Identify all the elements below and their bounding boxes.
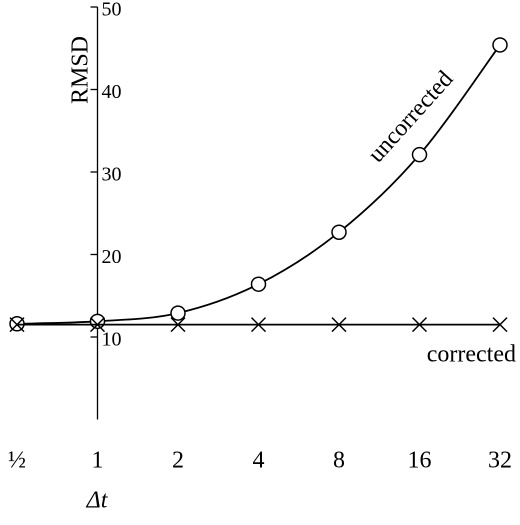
- x-tick-label: 8: [333, 448, 345, 474]
- x-tick-label: 32: [488, 448, 512, 474]
- point-marker: [411, 317, 428, 333]
- point-marker: [250, 317, 267, 333]
- point-marker: [170, 317, 186, 333]
- y-axis-title: RMSD: [68, 36, 94, 104]
- series-label: corrected: [427, 342, 516, 368]
- point-marker: [170, 305, 186, 321]
- y-tick-label: 20: [102, 246, 122, 268]
- x-tick-label: 2: [172, 448, 184, 474]
- point-marker: [89, 317, 106, 333]
- point-marker: [9, 317, 25, 333]
- x-tick-label: 16: [408, 448, 432, 474]
- point-marker: [89, 313, 106, 330]
- x-tick-label: ½: [8, 448, 26, 474]
- point-marker: [250, 276, 267, 292]
- point-marker: [331, 224, 347, 240]
- series-label: uncorrected: [363, 66, 458, 168]
- point-marker: [331, 317, 347, 333]
- x-tick-label: 4: [253, 448, 265, 474]
- x-tick-label: 1: [92, 448, 104, 474]
- y-tick-label: 10: [102, 329, 122, 351]
- point-marker: [411, 146, 428, 163]
- y-tick-label: 50: [102, 0, 122, 21]
- x-axis-title: Δt: [86, 488, 109, 514]
- y-tick-label: 30: [102, 164, 122, 186]
- point-marker: [492, 317, 508, 333]
- point-marker: [492, 37, 508, 53]
- y-tick-label: 40: [102, 81, 122, 103]
